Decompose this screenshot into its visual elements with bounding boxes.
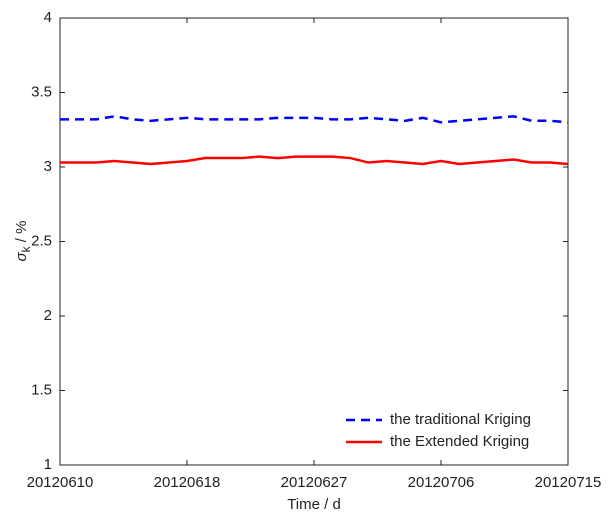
legend-label: the traditional Kriging	[390, 411, 531, 428]
y-tick-label: 3	[44, 158, 52, 175]
y-axis-label: σk / %	[13, 221, 33, 262]
series-line	[60, 115, 569, 124]
y-label-symbol: σ	[13, 251, 30, 261]
y-label-subscript: k	[19, 245, 33, 252]
x-tick-label: 20120618	[154, 474, 221, 491]
x-tick-label: 20120610	[27, 474, 94, 491]
y-tick-label: 1	[44, 456, 52, 473]
y-tick-label: 4	[44, 9, 52, 26]
x-axis-label: Time / d	[287, 496, 341, 513]
series-line	[60, 155, 569, 166]
y-tick-label: 1.5	[31, 381, 52, 398]
legend-label: the Extended Kriging	[390, 433, 529, 450]
y-tick-label: 2	[44, 307, 52, 324]
plot-frame	[59, 17, 569, 466]
x-tick-label: 20120715	[535, 474, 602, 491]
x-tick-label: 20120627	[281, 474, 348, 491]
y-label-unit: / %	[13, 221, 30, 247]
y-tick-label: 2.5	[31, 232, 52, 249]
x-tick-label: 20120706	[408, 474, 475, 491]
y-tick-label: 3.5	[31, 83, 52, 100]
